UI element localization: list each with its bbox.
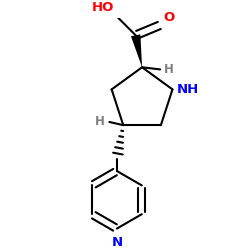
Text: H: H bbox=[164, 63, 173, 76]
Text: H: H bbox=[95, 116, 105, 128]
Text: NH: NH bbox=[177, 83, 199, 96]
Text: O: O bbox=[164, 10, 175, 24]
Text: HO: HO bbox=[92, 1, 114, 14]
Text: N: N bbox=[111, 236, 122, 249]
Polygon shape bbox=[131, 34, 142, 67]
